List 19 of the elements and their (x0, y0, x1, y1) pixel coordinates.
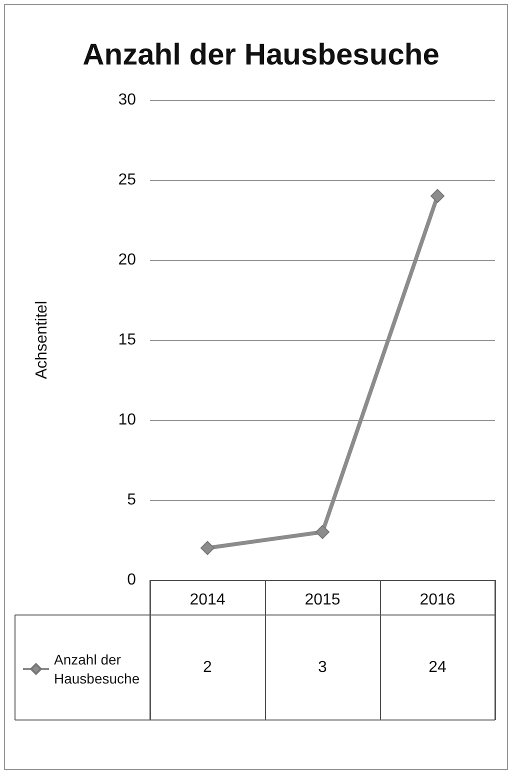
point (316, 525, 330, 539)
y-tick-label: 30 (118, 92, 136, 108)
legend-label: Anzahl der Hausbesuche (54, 652, 140, 686)
y-tick-label: 20 (118, 252, 136, 268)
x-tick-label: 2015 (304, 592, 340, 608)
x-tick-label: 2014 (190, 592, 226, 608)
point (430, 189, 444, 203)
data-label: 2 (203, 659, 212, 676)
y-tick-label: 25 (118, 172, 136, 188)
x-tick-label: 2016 (420, 592, 456, 608)
y-tick-label: 5 (127, 492, 136, 508)
y-axis-title: Achsentitel (34, 300, 50, 380)
data-label: 3 (318, 659, 328, 676)
y-tick-label: 0 (127, 572, 136, 588)
chart-title: Anzahl der Hausbesuche (82, 38, 440, 72)
point (200, 541, 214, 555)
data-label: 24 (428, 659, 446, 676)
y-tick-label: 10 (118, 412, 136, 428)
y-tick-label: 15 (118, 332, 136, 348)
